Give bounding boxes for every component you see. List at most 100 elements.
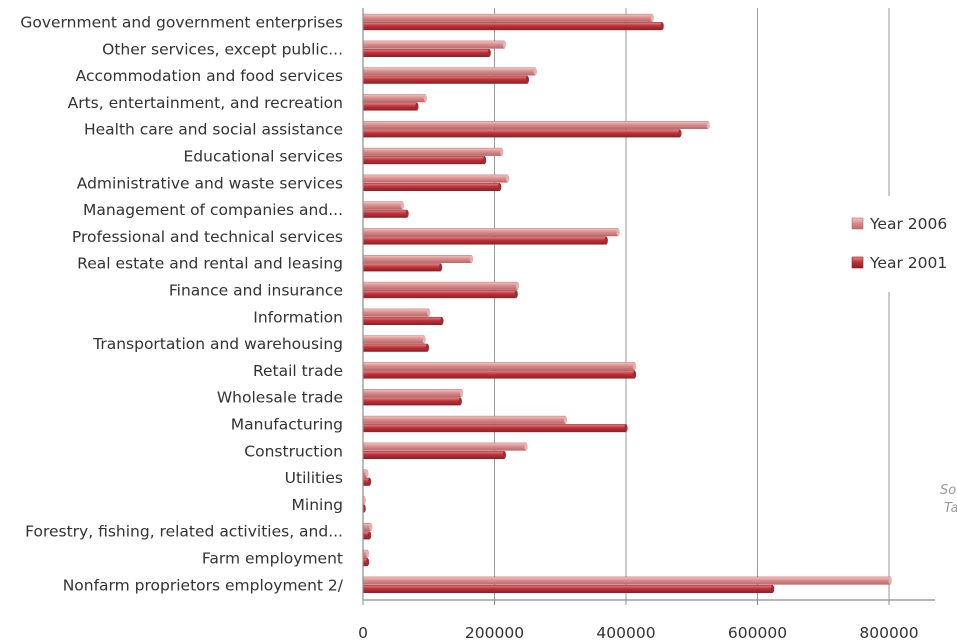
bar-year-2006-finance-and-insurance: [362, 281, 518, 290]
bar-cap-year-2006-arts-entertainment-and-recreation: [423, 94, 428, 102]
bar-year-2001-government-and-government-enterprises: [362, 22, 663, 31]
bar-cap-year-2001-professional-and-technical-services: [604, 236, 608, 245]
bar-cap-year-2006-utilities: [365, 469, 369, 478]
category-label-professional-and-technical-services: Professional and technical services: [72, 228, 343, 246]
legend-swatch-year-2001: [851, 256, 864, 269]
bar-year-2006-nonfarm-proprietors-employment-2: [362, 576, 891, 585]
category-label-farm-employment: Farm employment: [202, 550, 343, 568]
category-label-administrative-and-waste-services: Administrative and waste services: [77, 174, 343, 192]
category-label-government-and-government-enterprises: Government and government enterprises: [20, 14, 343, 32]
bar-cap-year-2001-wholesale-trade: [458, 397, 462, 406]
bar-year-2006-construction: [362, 442, 527, 451]
bar-cap-year-2006-farm-employment: [366, 550, 370, 558]
bar-year-2001-real-estate-and-rental-and-leasing: [362, 263, 441, 272]
bar-cap-year-2001-administrative-and-waste-services: [498, 183, 502, 191]
bar-cap-year-2001-construction: [502, 451, 506, 459]
bar-cap-year-2001-health-care-and-social-assistance: [678, 129, 682, 138]
bar-year-2006-health-care-and-social-assistance: [362, 121, 709, 130]
bar-cap-year-2001-management-of-companies-and: [405, 210, 409, 218]
bar-year-2001-other-services-except-public: [362, 48, 490, 57]
legend-swatch-year-2006: [851, 217, 864, 230]
bar-cap-year-2001-forestry-fishing-related-activities-and: [367, 531, 372, 540]
bar-year-2006-accommodation-and-food-services: [362, 67, 536, 76]
bar-year-2001-accommodation-and-food-services: [362, 75, 528, 84]
category-label-manufacturing: Manufacturing: [231, 416, 343, 434]
category-label-nonfarm-proprietors-employment-2: Nonfarm proprietors employment 2/: [63, 576, 344, 594]
side-note: So Ta: [940, 483, 957, 516]
bar-cap-year-2006-information: [427, 308, 431, 317]
bar-cap-year-2006-transportation-and-warehousing: [422, 335, 426, 344]
bar-cap-year-2006-wholesale-trade: [460, 389, 464, 397]
legend-box-background: [840, 196, 957, 292]
bar-year-2006-wholesale-trade: [362, 389, 462, 398]
bar-year-2006-information: [362, 308, 429, 317]
bar-cap-year-2006-government-and-government-enterprises: [650, 14, 654, 22]
axes: [362, 8, 935, 605]
bar-cap-year-2001-finance-and-insurance: [514, 290, 518, 298]
bar-cap-year-2001-arts-entertainment-and-recreation: [415, 102, 419, 111]
legend-label-year-2006: Year 2006: [869, 215, 947, 233]
bar-cap-year-2006-health-care-and-social-assistance: [706, 121, 710, 129]
category-label-arts-entertainment-and-recreation: Arts, entertainment, and recreation: [68, 94, 343, 112]
bar-year-2006-real-estate-and-rental-and-leasing: [362, 255, 472, 264]
bar-cap-year-2001-government-and-government-enterprises: [660, 22, 664, 30]
bar-cap-year-2006-construction: [524, 442, 528, 451]
bar-cap-year-2006-professional-and-technical-services: [616, 228, 620, 236]
bar-cap-year-2006-management-of-companies-and: [400, 201, 405, 210]
category-label-construction: Construction: [244, 442, 343, 460]
bar-year-2001-information: [362, 316, 443, 325]
bar-cap-year-2001-real-estate-and-rental-and-leasing: [438, 263, 443, 272]
bar-year-2006-administrative-and-waste-services: [362, 174, 508, 183]
x-tick-label-3: 600000: [728, 624, 787, 642]
category-label-transportation-and-warehousing: Transportation and warehousing: [92, 335, 343, 353]
bar-year-2006-management-of-companies-and: [362, 201, 403, 210]
category-label-real-estate-and-rental-and-leasing: Real estate and rental and leasing: [77, 255, 343, 273]
bar-year-2001-professional-and-technical-services: [362, 236, 607, 245]
bar-year-2001-wholesale-trade: [362, 397, 461, 406]
bar-year-2001-manufacturing: [362, 424, 627, 433]
bar-year-2001-retail-trade: [362, 370, 635, 379]
category-label-utilities: Utilities: [285, 469, 343, 487]
bar-cap-year-2006-nonfarm-proprietors-employment-2: [888, 576, 892, 585]
legend-item-year-2001: Year 2001: [851, 254, 947, 272]
bar-year-2001-nonfarm-proprietors-employment-2: [362, 584, 773, 593]
category-label-accommodation-and-food-services: Accommodation and food services: [76, 67, 343, 85]
side-note-line-2: Ta: [944, 501, 957, 516]
bar-cap-year-2001-information: [440, 317, 444, 325]
bar-year-2001-transportation-and-warehousing: [362, 343, 428, 352]
category-label-mining: Mining: [292, 496, 343, 514]
bar-cap-year-2006-forestry-fishing-related-activities-and: [369, 523, 373, 531]
category-label-educational-services: Educational services: [184, 148, 344, 166]
bar-year-2001-construction: [362, 450, 505, 459]
bar-cap-year-2006-educational-services: [500, 148, 504, 156]
bar-cap-year-2001-utilities: [367, 478, 372, 486]
bar-year-2001-administrative-and-waste-services: [362, 182, 501, 191]
bar-year-2006-retail-trade: [362, 362, 635, 371]
legend-item-year-2006: Year 2006: [851, 215, 947, 233]
bar-cap-year-2001-other-services-except-public: [487, 49, 491, 57]
gridlines: [494, 8, 890, 600]
x-tick-label-1: 200000: [465, 624, 524, 642]
bar-cap-year-2006-finance-and-insurance: [515, 282, 520, 290]
bar-cap-year-2006-retail-trade: [632, 362, 637, 370]
bar-year-2006-arts-entertainment-and-recreation: [362, 94, 426, 103]
legend-label-year-2001: Year 2001: [869, 254, 947, 272]
bar-cap-year-2001-accommodation-and-food-services: [525, 76, 529, 84]
category-label-management-of-companies-and: Management of companies and...: [83, 201, 343, 219]
category-label-forestry-fishing-related-activities-and: Forestry, fishing, related activities, a…: [25, 523, 343, 541]
category-labels: Government and government enterprises Oth…: [20, 14, 343, 595]
legend: Year 2006 Year 2001: [851, 215, 947, 272]
x-tick-labels: 0 200000 400000 600000 800000: [358, 624, 919, 642]
bar-year-2006-transportation-and-warehousing: [362, 335, 425, 344]
bar-cap-year-2006-accommodation-and-food-services: [533, 67, 537, 76]
bar-year-2001-arts-entertainment-and-recreation: [362, 102, 418, 111]
category-label-health-care-and-social-assistance: Health care and social assistance: [84, 121, 343, 139]
x-tick-label-0: 0: [358, 624, 368, 642]
bar-year-2001-educational-services: [362, 156, 485, 165]
x-tick-label-4: 800000: [859, 624, 918, 642]
bar-year-2006-professional-and-technical-services: [362, 228, 619, 237]
bar-cap-year-2001-farm-employment: [366, 558, 370, 566]
bar-year-2006-government-and-government-enterprises: [362, 13, 653, 22]
bar-year-2006-educational-services: [362, 147, 502, 156]
